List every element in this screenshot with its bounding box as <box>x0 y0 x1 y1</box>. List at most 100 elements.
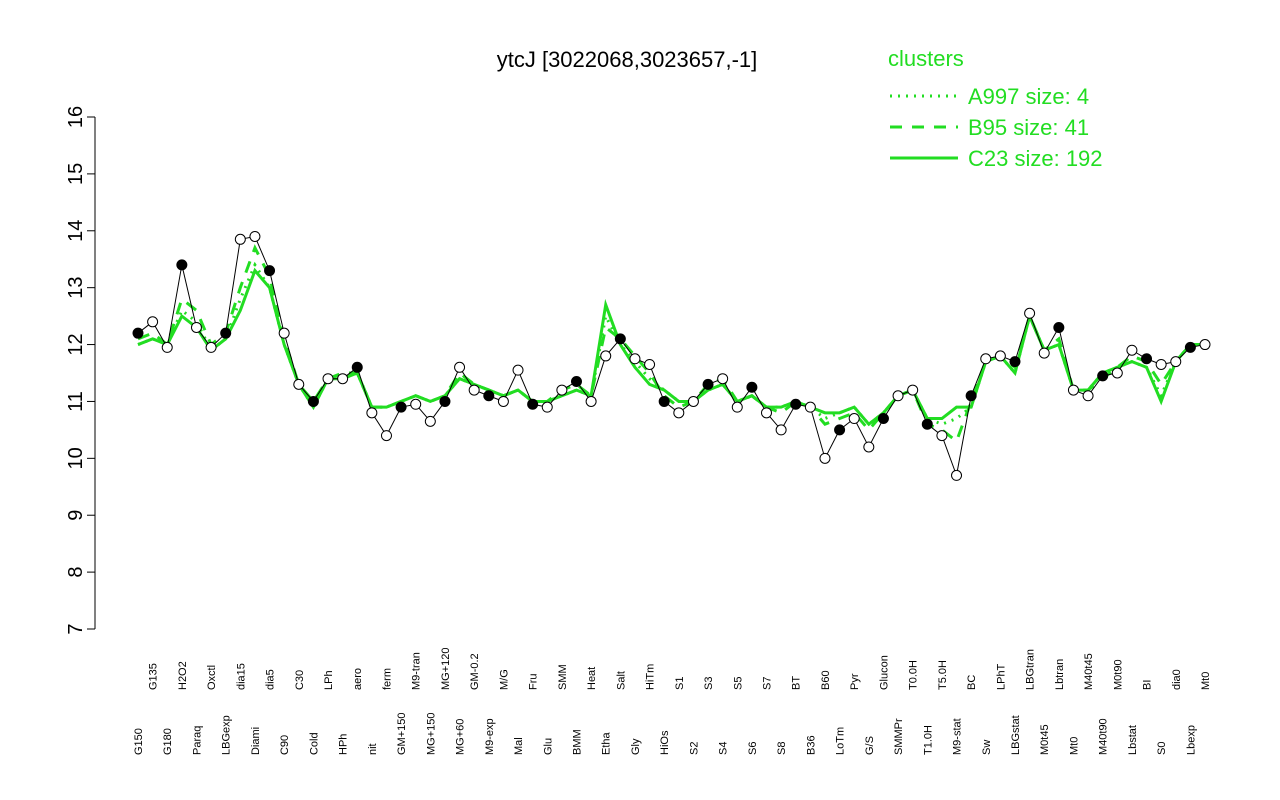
point <box>994 350 1006 362</box>
x-tick-label: S3 <box>703 677 715 690</box>
point <box>673 407 685 419</box>
point <box>761 407 773 419</box>
y-tick-label: 8 <box>65 567 87 578</box>
point <box>834 424 846 436</box>
x-tick-label: BC <box>966 675 978 690</box>
x-tick-label: T5.0H <box>937 660 949 690</box>
x-tick-label: dia5 <box>265 669 277 690</box>
x-tick-label: LoTm <box>835 727 847 755</box>
x-tick-label: S8 <box>776 742 788 755</box>
point <box>1097 370 1109 382</box>
y-tick-label: 16 <box>65 106 87 128</box>
point <box>1009 356 1021 368</box>
x-tick-label: GM+150 <box>396 713 408 756</box>
point <box>190 321 202 333</box>
x-tick-label: Cold <box>308 732 320 755</box>
x-tick-label: dia15 <box>235 663 247 690</box>
point <box>921 418 933 430</box>
point <box>1141 353 1153 365</box>
point <box>702 378 714 390</box>
point <box>863 441 875 453</box>
point <box>234 233 246 245</box>
x-tick-label: B36 <box>805 735 817 755</box>
point <box>176 259 188 271</box>
x-tick-label: Pyr <box>849 673 861 690</box>
point <box>1126 344 1138 356</box>
x-tick-label: G180 <box>162 728 174 755</box>
point <box>132 327 144 339</box>
point <box>1024 307 1036 319</box>
point <box>965 390 977 402</box>
point <box>717 373 729 385</box>
point <box>775 424 787 436</box>
x-tick-label: Gly <box>630 738 642 755</box>
y-tick-label: 10 <box>65 447 87 469</box>
point <box>293 378 305 390</box>
x-tick-label: S6 <box>747 742 759 755</box>
y-tick-label: 9 <box>65 510 87 521</box>
point <box>1170 356 1182 368</box>
x-tick-label: SMMPr <box>893 718 905 755</box>
x-tick-label: ferm <box>381 668 393 690</box>
point <box>1155 358 1167 370</box>
y-tick-label: 7 <box>65 623 87 634</box>
point <box>249 230 261 242</box>
point <box>541 401 553 413</box>
point <box>322 373 334 385</box>
x-tick-label: M9-stat <box>952 718 964 755</box>
x-tick-label: dia0 <box>1171 669 1183 690</box>
x-tick-label: S5 <box>732 677 744 690</box>
legend-title: clusters <box>888 46 964 71</box>
x-tick-label: Salt <box>615 671 627 690</box>
point <box>877 413 889 425</box>
x-tick-label: Diami <box>250 727 262 755</box>
x-tick-label: H2O2 <box>177 661 189 690</box>
point <box>1082 390 1094 402</box>
x-tick-label: S7 <box>762 677 774 690</box>
point <box>600 350 612 362</box>
point <box>658 395 670 407</box>
x-tick-label: M0t45 <box>1039 724 1051 755</box>
point <box>731 401 743 413</box>
point <box>804 401 816 413</box>
x-tick-label: Glucon <box>878 655 890 690</box>
x-tick-label: MG+120 <box>440 648 452 691</box>
x-tick-label: HiOs <box>659 730 671 755</box>
x-tick-label: G135 <box>148 663 160 690</box>
x-tick-label: M0t90 <box>1112 659 1124 690</box>
point <box>936 430 948 442</box>
x-tick-label: M40t90 <box>1098 718 1110 755</box>
x-tick-label: S2 <box>688 742 700 755</box>
point <box>848 413 860 425</box>
x-tick-label: Oxctl <box>206 665 218 690</box>
point <box>161 341 173 353</box>
point <box>907 384 919 396</box>
point <box>1067 384 1079 396</box>
legend-label: C23 size: 192 <box>968 146 1103 171</box>
point <box>1038 347 1050 359</box>
x-tick-label: BMM <box>571 729 583 755</box>
x-tick-label: M9-tran <box>411 652 423 690</box>
x-tick-label: Paraq <box>191 726 203 755</box>
x-tick-label: LBGexp <box>221 715 233 755</box>
x-tick-label: LBGstat <box>1010 715 1022 755</box>
x-tick-label: Etha <box>601 731 613 755</box>
chart-title: ytcJ [3022068,3023657,-1] <box>497 47 758 72</box>
point <box>556 384 568 396</box>
legend-label: A997 size: 4 <box>968 84 1089 109</box>
y-tick-label: 11 <box>65 391 87 412</box>
point <box>410 398 422 410</box>
point <box>746 381 758 393</box>
point <box>892 390 904 402</box>
point <box>307 395 319 407</box>
x-tick-label: SMM <box>557 664 569 690</box>
x-tick-label: M40t45 <box>1083 653 1095 690</box>
point <box>614 333 626 345</box>
x-tick-label: Mt0 <box>1068 737 1080 755</box>
x-tick-label: B60 <box>820 670 832 690</box>
point <box>629 353 641 365</box>
point <box>337 373 349 385</box>
x-tick-label: Heat <box>586 667 598 690</box>
point <box>1053 321 1065 333</box>
x-tick-label: G150 <box>133 728 145 755</box>
